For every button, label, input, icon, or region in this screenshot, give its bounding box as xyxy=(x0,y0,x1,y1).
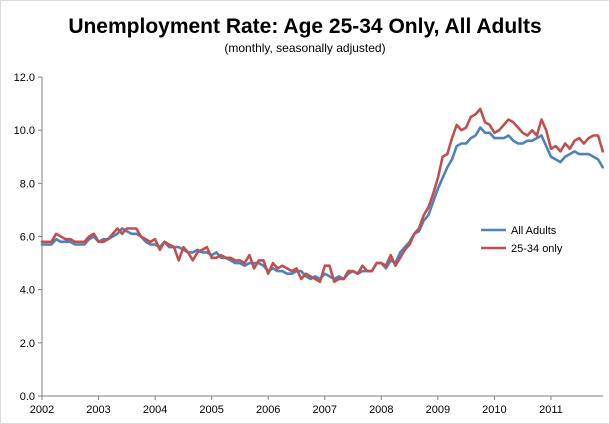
series-line-all-adults xyxy=(40,126,605,281)
x-tick-label: 2004 xyxy=(143,404,167,416)
x-tick-label: 2007 xyxy=(313,404,337,416)
legend-label-all-adults: All Adults xyxy=(511,225,557,237)
x-tick-label: 2009 xyxy=(426,404,450,416)
x-tick-label: 2002 xyxy=(30,404,54,416)
x-tick-label: 2010 xyxy=(482,404,506,416)
y-tick-label: 8.0 xyxy=(20,178,35,190)
legend-label-25-34: 25-34 only xyxy=(511,243,563,255)
y-tick-label: 10.0 xyxy=(14,125,35,137)
x-tick-label: 2011 xyxy=(539,404,563,416)
y-tick-label: 6.0 xyxy=(20,232,35,244)
x-tick-label: 2003 xyxy=(86,404,110,416)
x-tick-label: 2005 xyxy=(199,404,223,416)
chart-title: Unemployment Rate: Age 25-34 Only, All A… xyxy=(68,15,542,38)
chart-subtitle: (monthly, seasonally adjusted) xyxy=(224,41,386,55)
x-tick-label: 2008 xyxy=(369,404,393,416)
x-tick-label: 2006 xyxy=(256,404,280,416)
y-tick-label: 4.0 xyxy=(20,285,35,297)
y-tick-label: 2.0 xyxy=(20,338,35,350)
y-tick-label: 12.0 xyxy=(14,72,35,84)
series-line-25-34 xyxy=(40,107,605,284)
y-tick-label: 0.0 xyxy=(20,391,35,403)
